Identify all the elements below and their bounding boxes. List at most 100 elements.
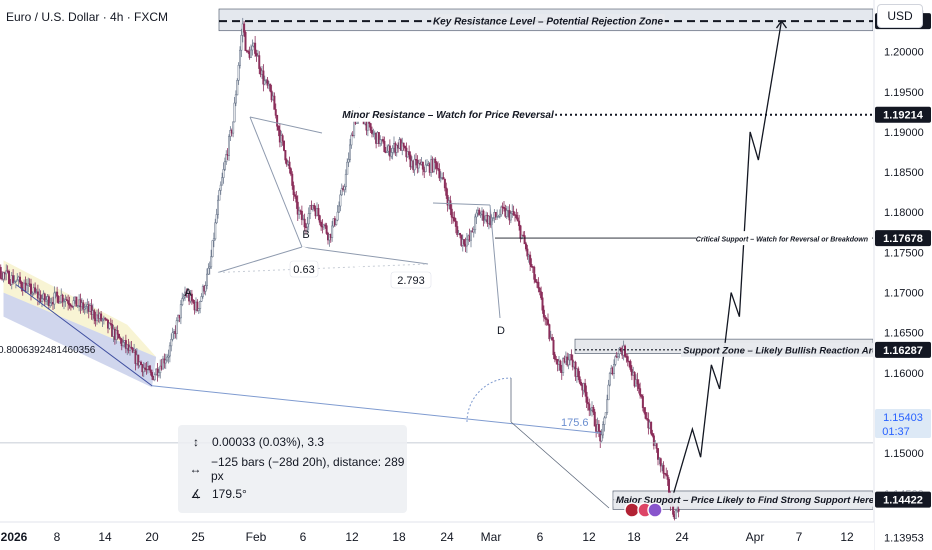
candle-body-228	[274, 109, 277, 116]
projection-path	[671, 20, 783, 500]
candle-body-43	[20, 281, 23, 288]
ratio-label-0: 0.63	[293, 264, 314, 276]
candle-body-63	[47, 296, 50, 306]
candle-body-150	[167, 355, 170, 358]
candle-body-181	[210, 256, 213, 268]
time-tick-13: 18	[627, 530, 641, 544]
candle-body-112	[115, 330, 118, 340]
candle-body-346	[436, 168, 439, 170]
current-price-countdown: 01:37	[882, 426, 910, 438]
candle-body-313	[391, 147, 394, 153]
candle-body-76	[65, 299, 68, 301]
candle-body-276	[340, 188, 343, 196]
candle-body-513	[666, 474, 669, 480]
candle-body-416	[533, 266, 536, 280]
pattern-top-leg	[249, 116, 323, 134]
vertical-range-icon: ↕	[193, 435, 199, 449]
candle-body-265	[325, 225, 328, 234]
ratio-label-1: 2.793	[397, 275, 425, 287]
candle-body-174	[200, 296, 203, 302]
candle-body-450	[579, 381, 582, 386]
candle-body-392	[500, 206, 503, 216]
candle-body-58	[40, 298, 43, 302]
candle-body-306	[381, 139, 384, 142]
price-tick-6: 1.17500	[884, 247, 924, 259]
candle-body-350	[442, 177, 445, 180]
candle-body-119	[124, 340, 127, 349]
time-tick-0: 2026	[1, 530, 28, 544]
candle-body-115	[119, 337, 122, 340]
price-tick-4: 1.18500	[884, 167, 924, 179]
time-tick-8: 18	[392, 530, 406, 544]
candle-body-114	[118, 333, 121, 339]
candle-body-278	[343, 186, 346, 190]
level-badge-text-4: 1.14422	[883, 495, 923, 507]
candle-body-521	[677, 508, 680, 512]
candle-body-272	[335, 219, 338, 225]
currency-button[interactable]: USD	[877, 4, 923, 28]
candle-body-489	[633, 372, 636, 387]
level-badge-text-2: 1.17678	[883, 233, 923, 245]
candle-body-269	[331, 225, 334, 238]
candle-body-283	[350, 134, 353, 146]
pattern-point-A: A	[184, 287, 192, 299]
lower-trendline	[151, 385, 602, 434]
candle-body-184	[214, 222, 217, 240]
candle-body-469	[606, 399, 609, 413]
candle-body-190	[222, 169, 225, 178]
candle-body-83	[75, 296, 78, 307]
angle-value-text: 175.6	[561, 417, 589, 429]
time-tick-2: 14	[98, 530, 112, 544]
candle-body-245	[298, 210, 301, 215]
measure-angle-row: ∡ 179.5°	[188, 485, 247, 503]
candle-body-243	[295, 196, 298, 203]
candle-body-360	[456, 226, 459, 236]
candle-body-235	[284, 150, 287, 161]
candle-body-211	[251, 45, 254, 51]
candle-body-198	[233, 102, 236, 123]
candle-body-273	[336, 211, 339, 221]
time-axis-bg	[0, 522, 874, 550]
candle-body-32	[5, 270, 8, 275]
angle-icon: ∡	[190, 487, 202, 501]
candle-body-124	[131, 347, 134, 353]
time-tick-16: 7	[796, 530, 803, 544]
candle-body-50	[29, 283, 32, 295]
price-tick-5: 1.18000	[884, 207, 924, 219]
price-tick-1: 1.20000	[884, 47, 924, 59]
candle-body-186	[217, 199, 220, 215]
candle-body-84	[76, 305, 79, 307]
candle-body-484	[626, 356, 629, 362]
candle-body-69	[56, 291, 59, 297]
candle-body-202	[239, 49, 242, 66]
candle-body-227	[273, 95, 276, 110]
candle-body-39	[14, 280, 17, 283]
price-tick-11: 1.15000	[884, 448, 924, 460]
candle-body-60	[43, 293, 46, 302]
candle-body-244	[296, 201, 299, 215]
candle-body-73	[61, 294, 64, 303]
candle-body-429	[551, 337, 554, 341]
candle-body-468	[604, 412, 607, 419]
candle-body-508	[659, 458, 662, 467]
candle-body-454	[585, 391, 588, 403]
candle-body-421	[540, 291, 543, 299]
level-badge-2	[875, 230, 931, 247]
candle-body-220	[263, 80, 266, 85]
candle-body-409	[523, 235, 526, 245]
candle-body-152	[170, 339, 173, 347]
candle-body-256	[313, 205, 316, 209]
candle-body-219	[262, 70, 265, 85]
candle-body-203	[240, 34, 243, 51]
candle-body-441	[567, 359, 570, 366]
candle-body-401	[512, 211, 515, 215]
price-tick-7: 1.17000	[884, 288, 924, 300]
candle-body-365	[463, 239, 466, 245]
candle-body-101	[100, 313, 103, 321]
candle-body-374	[475, 212, 478, 218]
candle-body-332	[417, 163, 420, 169]
symbol-title[interactable]: Euro / U.S. Dollar · 4h · FXCM	[6, 10, 169, 24]
candle-body-303	[377, 132, 380, 144]
